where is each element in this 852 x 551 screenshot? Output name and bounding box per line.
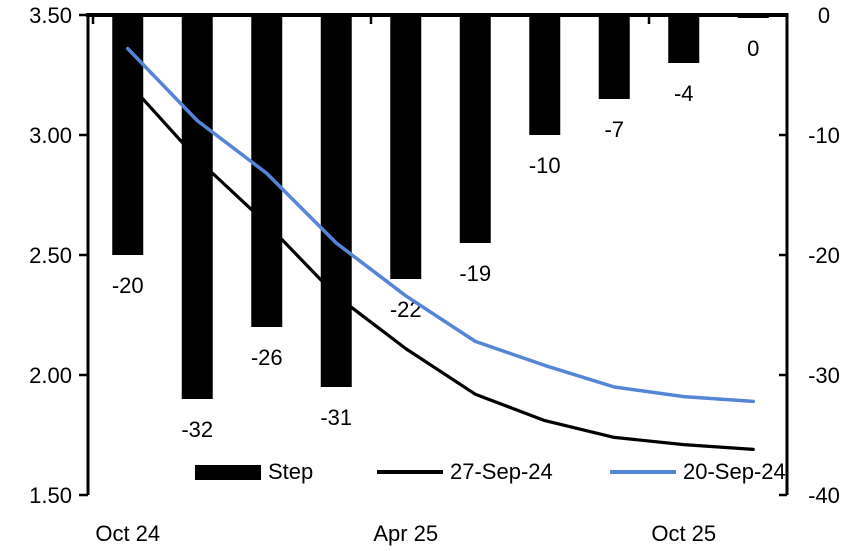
- left-axis-tick-label: 3.50: [29, 3, 72, 28]
- line-swatch-27-sep-24: [377, 470, 443, 474]
- legend-item-27-sep-24: 27-Sep-24: [377, 460, 553, 484]
- left-axis-tick-label: 3.00: [29, 123, 72, 148]
- legend-label-20-sep-24: 20-Sep-24: [683, 459, 786, 484]
- right-axis-tick-label: 0: [818, 3, 830, 28]
- bar-data-label: -4: [674, 81, 694, 106]
- right-axis-tick-label: -10: [808, 123, 840, 148]
- legend-label-step: Step: [268, 459, 314, 484]
- bar-step: [459, 15, 491, 243]
- bar-step: [251, 15, 283, 327]
- bar-data-label: -31: [320, 405, 352, 430]
- bar-step: [181, 15, 213, 399]
- line-27-sep-24: [126, 80, 755, 451]
- bar-data-label: -10: [529, 153, 561, 178]
- x-axis-label: Oct 25: [651, 521, 716, 546]
- bar-data-label: 0: [747, 36, 759, 61]
- bar-data-label: -7: [604, 117, 624, 142]
- x-axis-label: Apr 25: [373, 521, 438, 546]
- bar-step: [320, 15, 352, 387]
- legend-item-step: Step: [195, 460, 313, 484]
- bar-step: [112, 15, 144, 255]
- bar-data-label: -32: [181, 417, 213, 442]
- right-axis-tick-label: -30: [808, 363, 840, 388]
- line-swatch-20-sep-24: [610, 470, 676, 474]
- x-axis-label: Oct 24: [95, 521, 160, 546]
- bar-step: [598, 15, 630, 99]
- left-axis-tick-label: 2.50: [29, 243, 72, 268]
- bar-data-label: -19: [459, 261, 491, 286]
- bar-step: [390, 15, 422, 279]
- left-axis-tick-label: 1.50: [29, 483, 72, 508]
- bar-step: [668, 15, 700, 63]
- right-axis-tick-label: -40: [808, 483, 840, 508]
- legend-label-27-sep-24: 27-Sep-24: [450, 459, 553, 484]
- left-axis-tick-label: 2.00: [29, 363, 72, 388]
- bar-data-label: -20: [112, 273, 144, 298]
- bar-data-label: -26: [251, 345, 283, 370]
- right-axis-tick-label: -20: [808, 243, 840, 268]
- bar-swatch: [195, 464, 261, 480]
- bar-step: [529, 15, 561, 135]
- line-20-sep-24: [126, 46, 755, 404]
- bar-data-label: -22: [390, 297, 422, 322]
- legend-item-20-sep-24: 20-Sep-24: [610, 460, 786, 484]
